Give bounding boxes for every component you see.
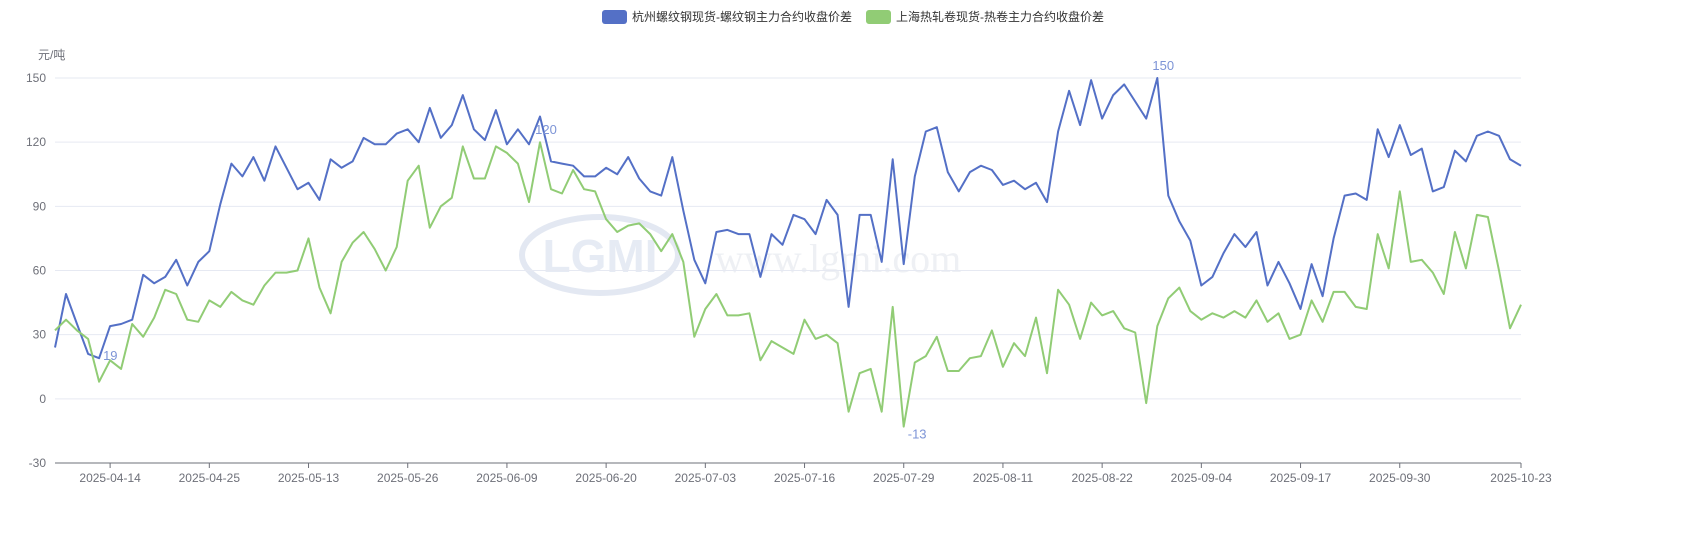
x-tick-label: 2025-07-03 [675, 471, 737, 485]
x-tick-label: 2025-06-20 [575, 471, 637, 485]
x-tick-label: 2025-09-17 [1270, 471, 1332, 485]
x-tick-label: 2025-08-11 [973, 471, 1034, 485]
x-tick-label: 2025-08-22 [1071, 471, 1133, 485]
legend-swatch-hrc [866, 9, 891, 24]
series-line-0 [54, 77, 1522, 360]
y-axis-unit: 元/吨 [38, 48, 66, 62]
series-line-1 [54, 141, 1522, 428]
x-tick-label: 2025-09-30 [1369, 471, 1431, 485]
legend-item-rebar[interactable]: 杭州螺纹钢现货-螺纹钢主力合约收盘价差 [602, 8, 852, 25]
legend-item-hrc[interactable]: 上海热轧卷现货-热卷主力合约收盘价差 [866, 8, 1104, 25]
data-label: 150 [1152, 58, 1174, 73]
y-tick-label: 30 [33, 328, 47, 342]
data-label: 19 [103, 348, 117, 363]
x-tick-label: 2025-04-25 [179, 471, 241, 485]
y-tick-label: 120 [26, 135, 46, 149]
legend-label-hrc: 上海热轧卷现货-热卷主力合约收盘价差 [896, 10, 1104, 24]
data-label: 120 [535, 122, 557, 137]
y-tick-label: 90 [33, 199, 47, 213]
x-tick-label: 2025-05-13 [278, 471, 340, 485]
x-tick-label: 2025-07-29 [873, 471, 935, 485]
watermark-logo [519, 214, 681, 296]
legend-swatch-rebar [602, 9, 627, 24]
y-tick-label: -30 [29, 456, 47, 470]
x-tick-label: 2025-04-14 [79, 471, 141, 485]
x-tick-label: 2025-07-16 [774, 471, 836, 485]
y-tick-label: 60 [33, 264, 47, 278]
legend: 杭州螺纹钢现货-螺纹钢主力合约收盘价差 上海热轧卷现货-热卷主力合约收盘价差 [0, 8, 1706, 25]
x-tick-label: 2025-05-26 [377, 471, 439, 485]
legend-label-rebar: 杭州螺纹钢现货-螺纹钢主力合约收盘价差 [632, 10, 852, 24]
y-tick-label: 0 [39, 392, 46, 406]
x-tick-label: 2025-10-23 [1490, 471, 1552, 485]
x-tick-label: 2025-06-09 [476, 471, 538, 485]
y-tick-label: 150 [26, 71, 46, 85]
x-tick-label: 2025-09-04 [1171, 471, 1233, 485]
data-label: -13 [908, 427, 927, 442]
watermark-logo-text: LGMI [543, 230, 658, 282]
